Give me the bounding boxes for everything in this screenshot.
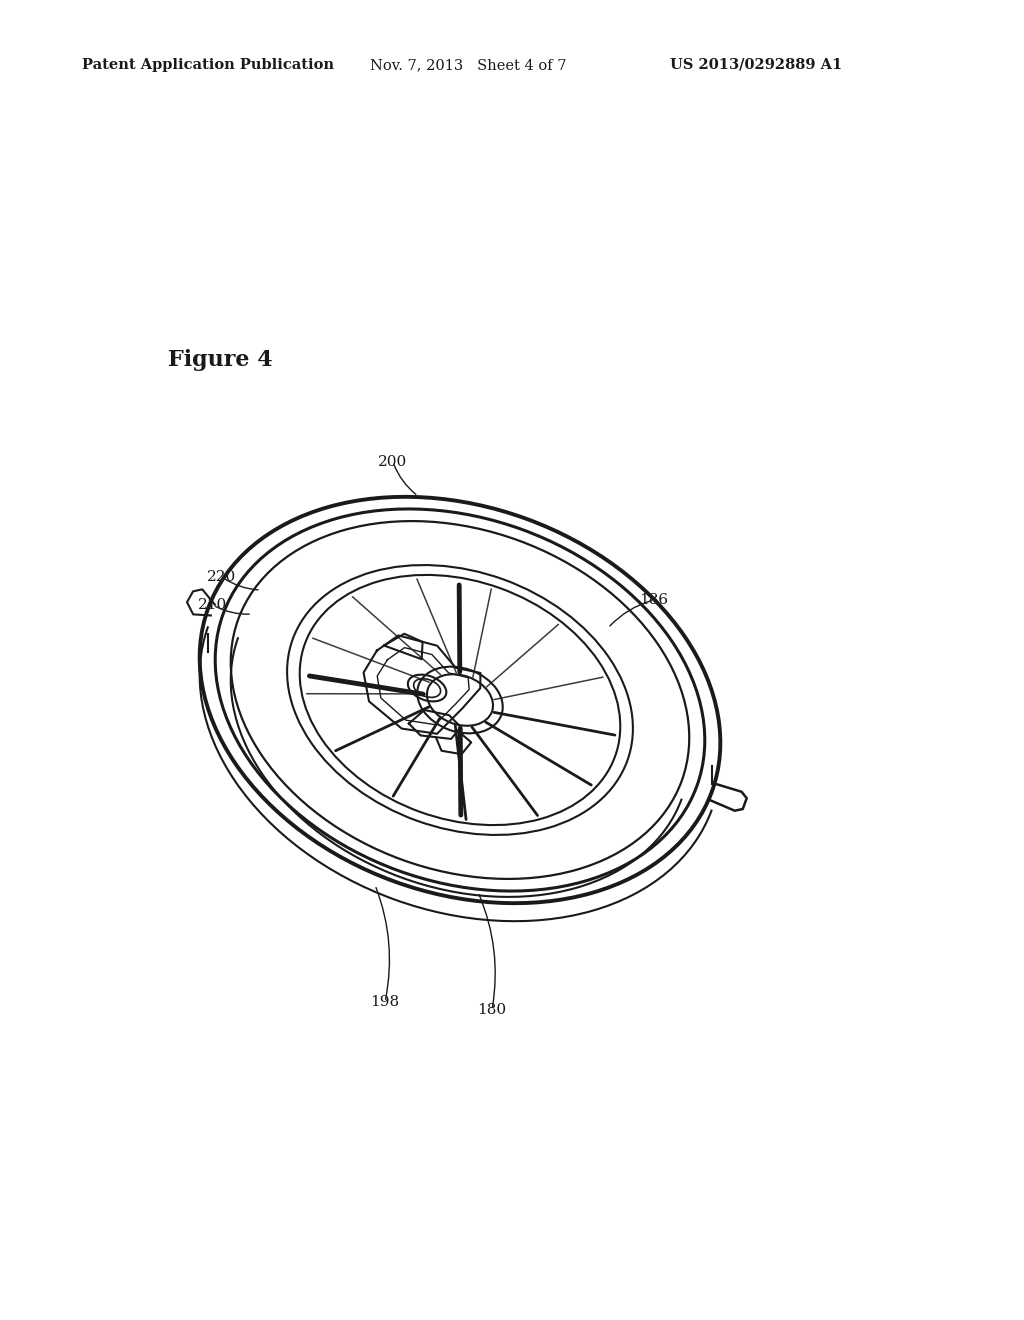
Text: 220: 220 — [208, 570, 237, 583]
Text: Patent Application Publication: Patent Application Publication — [82, 58, 334, 73]
Text: 210: 210 — [199, 598, 227, 612]
Text: US 2013/0292889 A1: US 2013/0292889 A1 — [670, 58, 843, 73]
Text: Figure 4: Figure 4 — [168, 348, 272, 371]
Text: 198: 198 — [371, 995, 399, 1008]
Text: 180: 180 — [477, 1003, 507, 1016]
Text: 186: 186 — [639, 593, 669, 607]
Text: 200: 200 — [379, 455, 408, 469]
Text: Nov. 7, 2013   Sheet 4 of 7: Nov. 7, 2013 Sheet 4 of 7 — [370, 58, 566, 73]
